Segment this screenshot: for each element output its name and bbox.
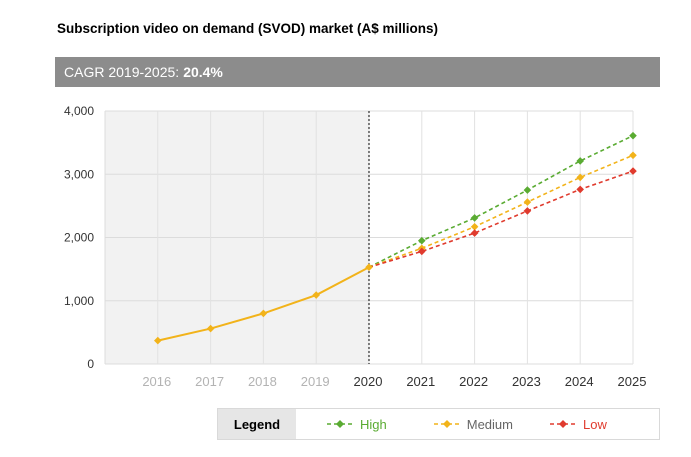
data-point-high	[629, 131, 637, 140]
data-point-low	[470, 229, 479, 237]
legend-swatch-icon	[327, 420, 353, 428]
series-line-low	[368, 170, 634, 268]
legend-swatch-icon	[550, 420, 576, 428]
x-tick-label: 2025	[618, 374, 647, 389]
data-point-high	[523, 186, 532, 194]
data-point-low	[418, 247, 426, 256]
legend-swatch-icon	[433, 420, 460, 428]
y-tick-label: 3,000	[64, 167, 94, 181]
cagr-banner: CAGR 2019-2025: 20.4%	[55, 57, 660, 87]
legend-label: Medium	[466, 416, 513, 432]
x-tick-label: 2021	[406, 374, 435, 389]
cagr-label: CAGR 2019-2025:	[64, 64, 180, 80]
x-tick-label: 2020	[354, 374, 383, 389]
data-point-low	[576, 185, 584, 194]
x-tick-label: 2023	[512, 374, 541, 389]
x-tick-label: 2016	[142, 374, 171, 389]
historical-point	[259, 309, 268, 318]
data-point-medium	[576, 173, 584, 182]
legend-item-high: High	[326, 417, 387, 432]
line-chart: 0 1,000 2,000 3,000 4,000 2016 2017 2018 2019 202…	[64, 104, 647, 389]
cagr-value: 20.4%	[183, 64, 223, 80]
y-tick-label: 2,000	[64, 231, 94, 245]
data-point-medium	[523, 198, 532, 206]
historical-point	[154, 336, 162, 345]
series-line-medium	[368, 154, 634, 268]
series-line-high	[368, 134, 634, 268]
x-tick-label: 2024	[565, 374, 594, 389]
legend-title: Legend	[218, 409, 296, 439]
data-point-medium	[470, 222, 479, 231]
legend-label: High	[360, 416, 387, 432]
data-point-high	[470, 214, 479, 222]
y-tick-label: 1,000	[64, 294, 94, 308]
data-point-low	[629, 167, 637, 175]
chart-title: Subscription video on demand (SVOD) mark…	[57, 21, 439, 36]
historical-point	[365, 263, 373, 272]
historical-point	[206, 324, 215, 333]
data-point-medium	[629, 151, 637, 160]
historical-point	[312, 291, 320, 299]
x-tick-label: 2019	[301, 374, 330, 389]
legend-item-low: Low	[549, 417, 607, 432]
data-point-high	[418, 236, 426, 245]
legend: Legend High Medium Low	[217, 408, 660, 440]
y-tick-label: 0	[87, 357, 94, 371]
x-tick-label: 2018	[248, 374, 277, 389]
data-point-low	[523, 207, 532, 215]
legend-label: Low	[583, 416, 607, 432]
x-tick-label: 2022	[459, 374, 488, 389]
y-tick-label: 4,000	[64, 104, 94, 118]
legend-item-medium: Medium	[433, 417, 513, 432]
x-tick-label: 2017	[195, 374, 224, 389]
data-point-high	[576, 157, 584, 165]
